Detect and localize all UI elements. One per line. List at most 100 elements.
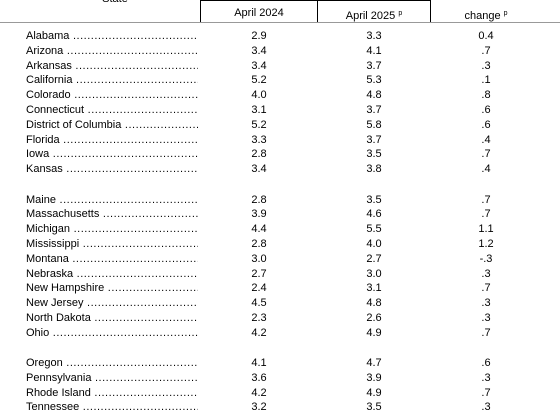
rate-cell: 3.7 [366,133,382,146]
rate-cell: 3.4 [251,59,267,72]
rate-cell: 1.1 [478,223,494,236]
rate-cell: 3.4 [251,44,267,57]
rate-cell: 3.5 [366,193,382,206]
state-name: Mississippi [26,238,198,251]
column-rule [317,0,318,22]
rate-cell: 4.0 [251,89,267,102]
rate-cell: 4.9 [366,386,382,399]
rate-cell: .7 [481,326,491,339]
state-name: Colorado [26,89,198,102]
header-bottom-rule [0,22,560,23]
state-name: Connecticut [26,104,198,117]
rate-cell: .7 [481,148,491,161]
rate-cell: 3.4 [251,163,267,176]
rate-cell: 3.3 [366,30,382,42]
state-name: Iowa [26,148,198,161]
state-name: Massachusetts [26,208,198,221]
rate-cell: 5.2 [251,118,267,131]
rate-cell: 4.2 [251,326,267,339]
rate-cell: 3.1 [251,104,267,116]
state-name: District of Columbia [26,119,198,132]
rate-cell: 5.8 [366,118,382,131]
state-name: Montana [26,253,198,266]
rate-cell: 4.7 [366,357,382,369]
state-name: New Hampshire [26,282,198,295]
rate-cell: 3.5 [366,148,382,161]
column-header: April 2025 p [318,7,430,23]
rate-cell: 3.5 [366,401,382,414]
column-header: change p [431,7,541,23]
rate-cell: 3.1 [366,282,382,295]
rate-cell: .7 [481,193,491,206]
rate-cell: .4 [481,133,491,146]
rate-cell: .7 [481,386,491,399]
rate-cell: 4.1 [366,44,382,57]
state-name: Ohio [26,327,198,340]
rate-cell: 4.9 [366,326,382,339]
rate-cell: 4.8 [366,297,382,310]
rate-cell: 4.2 [251,386,267,399]
state-name: Pennsylvania [26,372,198,385]
rate-cell: 4.5 [251,297,267,310]
rate-cell: .6 [481,104,491,116]
rate-cell: 3.7 [366,104,382,116]
state-name: Maine [26,194,198,207]
state-name: Tennessee [26,401,198,414]
state-name: North Dakota [26,312,198,325]
rate-cell: -.3 [479,252,493,265]
column-header-text: April 2025 [345,10,396,22]
rate-cell: .7 [481,208,491,221]
rate-cell: 4.0 [366,237,382,250]
state-name: California [26,74,198,87]
rate-cell: .7 [481,44,491,57]
rate-cell: 3.0 [251,252,267,265]
rate-cell: .8 [481,89,491,102]
column-header: April 2024 [234,7,284,19]
rate-cell: .3 [481,401,491,414]
rate-cell: 3.6 [251,371,267,384]
rate-cell: 2.9 [251,30,267,42]
rate-cell: 5.3 [366,74,382,87]
rate-cell: 3.0 [366,267,382,280]
rate-cell: 2.7 [366,252,382,265]
rate-cell: 2.7 [251,267,267,280]
rate-cell: .3 [481,267,491,280]
state-name: Nebraska [26,268,198,281]
rate-cell: .1 [481,74,491,87]
state-name: Kansas [26,163,198,176]
rate-cell: .4 [481,163,491,176]
rate-cell: .6 [481,118,491,131]
state-name: Arizona [26,45,198,58]
rate-cell: 2.3 [251,311,267,324]
column-rule [430,0,431,22]
column-rule [200,0,201,22]
rate-cell: 3.9 [366,371,382,384]
rate-cell: 2.8 [251,148,267,161]
rate-cell: 3.2 [251,401,267,414]
header-rule [200,0,430,1]
footnote-mark: p [398,10,403,17]
rate-cell: 5.5 [366,223,382,236]
rate-cell: 4.4 [251,223,267,236]
rate-cell: 0.4 [478,30,494,42]
rate-cell: 2.6 [366,311,382,324]
state-name: Alabama [26,30,198,43]
rate-cell: .3 [481,59,491,72]
state-header: State [60,0,170,6]
rate-cell: 2.8 [251,237,267,250]
state-name: Arkansas [26,60,198,73]
state-name: Florida [26,134,198,147]
state-name: New Jersey [26,297,198,310]
rate-cell: 3.7 [366,59,382,72]
state-name: Michigan [26,223,198,236]
rate-cell: .3 [481,371,491,384]
state-name: Rhode Island [26,387,198,400]
rate-cell: 3.3 [251,133,267,146]
rate-cell: 4.8 [366,89,382,102]
rate-cell: 4.6 [366,208,382,221]
rate-cell: .3 [481,311,491,324]
rate-cell: 5.2 [251,74,267,87]
rate-cell: 1.2 [478,237,494,250]
rate-cell: 2.8 [251,193,267,206]
